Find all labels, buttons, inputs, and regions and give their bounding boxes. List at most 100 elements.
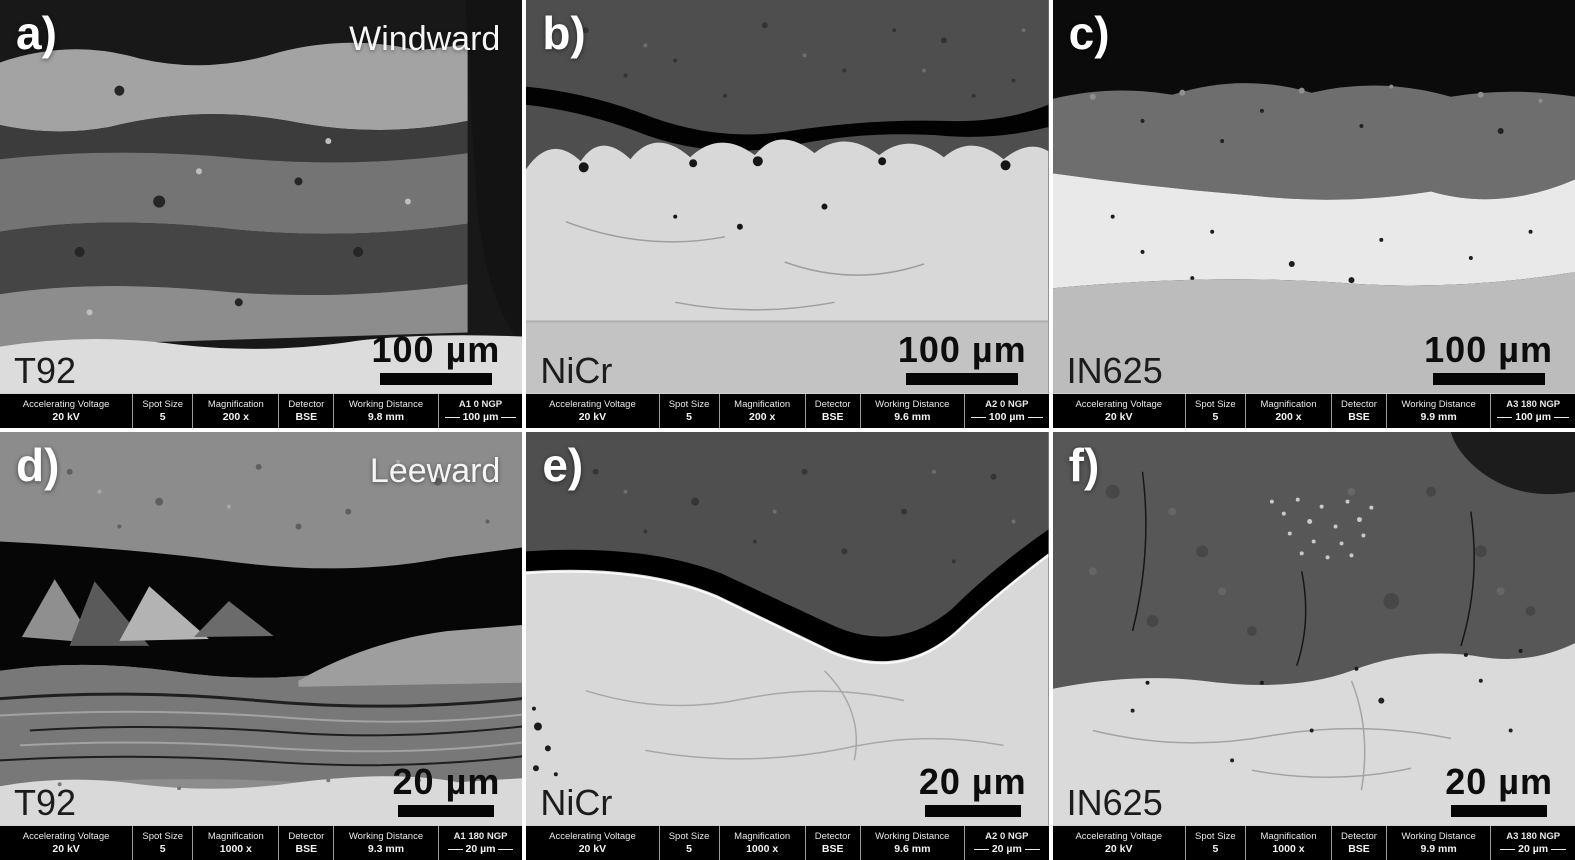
sem-micrograph-d: d) Leeward T92 20 µm <box>0 432 523 825</box>
sem-panel-e: e) NiCr 20 µm Accelerating Voltage 20 kV … <box>526 432 1049 860</box>
meta-header: Detector <box>814 830 851 842</box>
meta-cell: Spot Size 5 <box>1186 394 1246 428</box>
meta-scale-label: 20 µm <box>1518 842 1549 855</box>
meta-cell: Detector BSE <box>279 394 335 428</box>
scale-bar <box>1451 805 1548 817</box>
material-label: T92 <box>14 782 77 823</box>
sem-metadata-bar: Accelerating Voltage 20 kV Spot Size 5 Mag… <box>0 825 523 860</box>
meta-header: Magnification <box>734 398 791 410</box>
meta-header: Magnification <box>207 830 264 842</box>
micrograph-texture-e <box>526 432 1049 825</box>
meta-cell: Accelerating Voltage 20 kV <box>1053 394 1186 428</box>
meta-header: Detector <box>814 398 851 410</box>
meta-header: Spot Size <box>1195 830 1236 842</box>
meta-value: 1000 x <box>219 842 252 855</box>
sem-panel-f: f) IN625 20 µm Accelerating Voltage 20 kV… <box>1052 432 1575 860</box>
scale-tick <box>1497 416 1513 418</box>
sem-metadata-bar: Accelerating Voltage 20 kV Spot Size 5 Mag… <box>1052 825 1575 860</box>
meta-cell-sample: A3 180 NGP 100 µm <box>1491 394 1575 428</box>
meta-value: 9.9 mm <box>1420 842 1457 855</box>
sem-micrograph-b: b) NiCr 100 µm <box>526 0 1049 393</box>
micrograph-texture-b <box>526 0 1049 393</box>
meta-header: Magnification <box>1260 830 1317 842</box>
sample-id: A1 180 NGP <box>453 830 508 842</box>
meta-value: 20 kV <box>1105 842 1133 855</box>
meta-header: Working Distance <box>875 830 950 842</box>
meta-scale-bar: 100 µm <box>1497 410 1570 424</box>
meta-cell: Accelerating Voltage 20 kV <box>0 394 134 428</box>
meta-cell: Magnification 1000 x <box>1246 826 1333 860</box>
meta-header: Detector <box>288 398 325 410</box>
sample-id: A2 0 NGP <box>985 830 1029 842</box>
meta-cell: Working Distance 9.6 mm <box>861 394 966 428</box>
scale-tick <box>501 416 517 418</box>
meta-value: 5 <box>1212 842 1219 855</box>
meta-cell-sample: A3 180 NGP 20 µm <box>1491 826 1575 860</box>
meta-value: BSE <box>821 410 844 423</box>
meta-scale-label: 100 µm <box>1515 410 1552 423</box>
scale-indicator: 20 µm <box>393 764 501 817</box>
micrograph-texture-d <box>0 432 523 825</box>
sem-micrograph-c: c) IN625 100 µm <box>1052 0 1575 393</box>
scale-bar <box>379 373 492 385</box>
scale-indicator: 100 µm <box>898 332 1027 385</box>
meta-cell: Accelerating Voltage 20 kV <box>0 826 134 860</box>
meta-value: 9.3 mm <box>367 842 405 855</box>
meta-value: 5 <box>1212 410 1219 423</box>
meta-scale-bar: 20 µm <box>447 843 514 856</box>
meta-cell: Spot Size 5 <box>133 394 194 428</box>
meta-cell: Magnification 1000 x <box>193 826 280 860</box>
panel-letter: d) <box>16 439 60 491</box>
meta-header: Spot Size <box>668 830 710 842</box>
meta-value: 5 <box>159 410 166 423</box>
material-label: NiCr <box>540 782 613 823</box>
scale-bar-label: 100 µm <box>1424 329 1553 370</box>
sample-id: A2 0 NGP <box>985 398 1029 410</box>
panel-letter: b) <box>542 7 586 59</box>
meta-header: Working Distance <box>1401 830 1476 842</box>
scale-tick <box>973 848 989 850</box>
meta-cell: Detector BSE <box>279 826 335 860</box>
sem-panel-b: b) NiCr 100 µm Accelerating Voltage 20 kV… <box>526 0 1049 428</box>
scale-bar <box>398 805 495 817</box>
meta-scale-label: 100 µm <box>988 410 1025 423</box>
meta-value: 20 kV <box>52 410 80 423</box>
meta-value: 20 kV <box>52 842 80 855</box>
meta-cell: Spot Size 5 <box>133 826 194 860</box>
sample-id: A3 180 NGP <box>1506 830 1561 842</box>
meta-cell: Accelerating Voltage 20 kV <box>1053 826 1186 860</box>
sem-metadata-bar: Accelerating Voltage 20 kV Spot Size 5 Mag… <box>526 825 1049 860</box>
scale-indicator: 20 µm <box>919 764 1027 817</box>
scale-bar-label: 20 µm <box>1445 761 1553 802</box>
scale-tick <box>1500 848 1516 850</box>
meta-cell: Working Distance 9.8 mm <box>334 394 439 428</box>
direction-label: Leeward <box>369 452 501 490</box>
meta-header: Accelerating Voltage <box>549 830 636 842</box>
meta-header: Spot Size <box>1195 398 1236 410</box>
meta-header: Accelerating Voltage <box>22 830 110 842</box>
micrograph-texture-c <box>1052 0 1575 393</box>
meta-cell: Working Distance 9.6 mm <box>861 826 966 860</box>
meta-value: BSE <box>295 842 318 855</box>
material-label: T92 <box>14 350 77 391</box>
scale-bar-label: 100 µm <box>371 329 501 370</box>
sem-metadata-bar: Accelerating Voltage 20 kV Spot Size 5 Mag… <box>526 393 1049 428</box>
meta-header: Accelerating Voltage <box>1075 398 1163 410</box>
meta-scale-bar: 20 µm <box>1500 842 1567 856</box>
meta-cell: Spot Size 5 <box>1186 826 1246 860</box>
meta-value: 9.6 mm <box>894 410 931 423</box>
meta-cell: Working Distance 9.9 mm <box>1387 826 1492 860</box>
sample-id: A3 180 NGP <box>1506 398 1561 410</box>
meta-scale-label: 20 µm <box>991 842 1022 855</box>
sem-panel-a: a) Windward T92 100 µm Accelerating Volt… <box>0 0 523 428</box>
scale-tick <box>1024 848 1040 850</box>
meta-value: 9.6 mm <box>894 842 931 855</box>
panel-letter: f) <box>1068 439 1100 491</box>
meta-header: Spot Size <box>668 398 710 410</box>
scale-indicator: 100 µm <box>372 332 501 385</box>
scale-tick <box>447 848 463 850</box>
scale-tick <box>498 848 514 850</box>
meta-value: BSE <box>1348 410 1370 423</box>
material-label: IN625 <box>1066 782 1163 823</box>
meta-header: Detector <box>1341 398 1377 410</box>
